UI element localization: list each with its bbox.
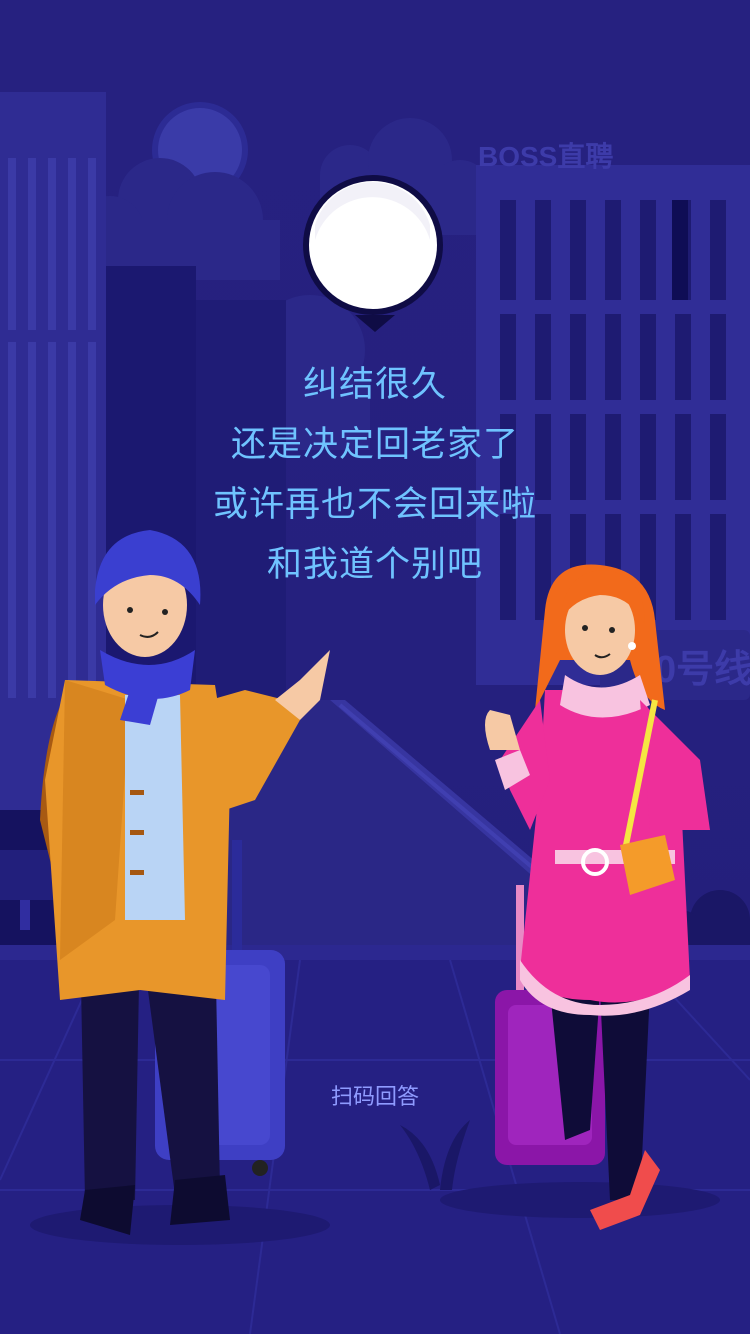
avatar-bubble: [309, 181, 437, 309]
avatar-pin: [303, 175, 443, 332]
man-figure: [40, 530, 330, 1235]
escalator: [196, 700, 575, 960]
woman-shadow: [440, 1182, 720, 1218]
message-line-4: 和我道个别吧: [266, 545, 483, 585]
message-line-1: 纠结很久: [302, 365, 447, 405]
platform-sign: 0号线: [655, 649, 750, 691]
grass-plant: [400, 1120, 470, 1190]
building-sign: BOSS直聘: [478, 141, 613, 172]
woman-figure: [485, 564, 710, 1230]
message-line-2: 还是决定回老家了: [230, 425, 519, 465]
message-line-3: 或许再也不会回来啦: [212, 485, 537, 525]
farewell-message: 纠结很久 还是决定回老家了 或许再也不会回来啦 和我道个别吧: [0, 355, 750, 595]
clouds-left: [76, 158, 280, 280]
building-left: [0, 92, 106, 912]
scan-to-answer-button[interactable]: 扫码回答: [330, 1085, 419, 1110]
